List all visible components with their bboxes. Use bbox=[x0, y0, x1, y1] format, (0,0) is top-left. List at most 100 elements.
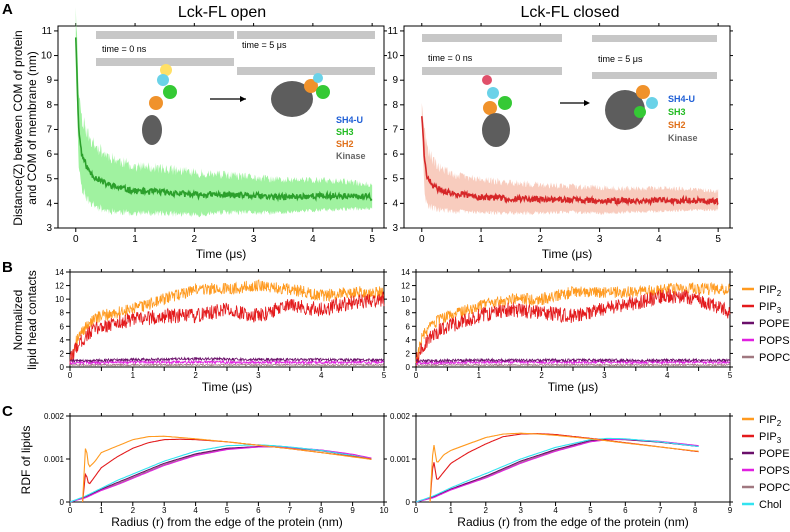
rdf-pope-c-closed bbox=[415, 438, 699, 503]
membrane-lower-closed-5 bbox=[592, 72, 717, 79]
legend-label-pip2: PIP2 bbox=[759, 414, 782, 428]
legend-label-pops: POPS bbox=[759, 335, 790, 347]
sh2-open-t5 bbox=[304, 79, 318, 93]
y-tick-label-b-closed: 2 bbox=[406, 349, 411, 358]
kinase-open-t5 bbox=[271, 81, 313, 117]
x-axis-label-c-open: Radius (r) from the edge of the protein … bbox=[111, 515, 342, 529]
x-tick-label-b-open: 1 bbox=[131, 371, 136, 380]
x-tick-label-a-open: 0 bbox=[73, 234, 79, 245]
legend-label-pip3: PIP3 bbox=[759, 301, 782, 315]
sh4u-open-t5 bbox=[313, 73, 323, 83]
membrane-upper-closed-5 bbox=[592, 35, 717, 42]
x-tick-label-c-open: 4 bbox=[193, 506, 198, 515]
inset-closed-time5: time = 5 μs bbox=[598, 54, 643, 64]
x-tick-label-b-open: 0 bbox=[68, 371, 73, 380]
y-tick-label-a-closed: 10 bbox=[387, 51, 399, 62]
x-tick-label-b-closed: 5 bbox=[728, 371, 733, 380]
protein-open-t0 bbox=[142, 64, 177, 145]
rdf-pops-c-open bbox=[69, 445, 372, 503]
legend-label-pip3: PIP3 bbox=[759, 431, 782, 445]
y-tick-label-b-open: 6 bbox=[60, 322, 65, 331]
x-axis-label-a-closed: Time (μs) bbox=[542, 247, 592, 261]
plot-frame-c-open bbox=[69, 415, 385, 503]
plot-frame-a-closed bbox=[403, 25, 731, 229]
domain-sh4u-closed: SH4-U bbox=[668, 94, 695, 104]
legend-subscript-pip2: 2 bbox=[777, 419, 782, 428]
y-tick-label-b-open: 14 bbox=[55, 268, 64, 277]
x-tick-label-c-closed: 4 bbox=[553, 506, 558, 515]
chart-c-closed: 0 1 2 3 4 5 6 7 8 9 0 0.001 0.002 Radius (r) from the… bbox=[390, 412, 733, 529]
sh4u-closed bbox=[487, 87, 499, 99]
y-tick-label-a-open: 7 bbox=[46, 124, 52, 135]
y-tick-label-c-open: 0.001 bbox=[44, 455, 65, 464]
rdf-chol-c-closed bbox=[415, 437, 699, 503]
plot-frame-a-open bbox=[57, 25, 385, 229]
x-tick-label-a-open: 3 bbox=[251, 234, 257, 245]
x-tick-label-b-open: 5 bbox=[382, 371, 387, 380]
x-tick-label-c-closed: 7 bbox=[658, 506, 663, 515]
protein-closed-t0 bbox=[482, 75, 512, 147]
y-tick-label-c-closed: 0.002 bbox=[390, 412, 411, 421]
trace-pope-b-open bbox=[69, 356, 385, 364]
trace-pip2-b-closed bbox=[415, 281, 731, 364]
panel-a-closed-title: Lck-FL closed bbox=[521, 4, 620, 21]
legend-label-popc: POPC bbox=[759, 352, 790, 364]
x-tick-label-c-open: 2 bbox=[131, 506, 136, 515]
x-tick-label-a-closed: 0 bbox=[419, 234, 425, 245]
y-tick-label-c-closed: 0 bbox=[406, 498, 411, 507]
sh3-open bbox=[163, 85, 177, 99]
rdf-pip2-c-closed bbox=[429, 432, 699, 503]
panel-a-ylabel-line2: and COM of membrane (nm) bbox=[25, 51, 39, 204]
kinase-closed bbox=[482, 113, 510, 147]
protein-closed-t5 bbox=[605, 85, 658, 130]
y-tick-label-a-open: 10 bbox=[41, 51, 53, 62]
legend-label-popc: POPC bbox=[759, 482, 790, 494]
x-tick-label-b-open: 3 bbox=[256, 371, 261, 380]
domain-sh3-closed: SH3 bbox=[668, 107, 686, 117]
sh4u-open bbox=[157, 74, 169, 86]
y-tick-label-a-closed: 9 bbox=[392, 75, 398, 86]
y-tick-label-b-closed: 12 bbox=[401, 282, 410, 291]
inset-open-time0: time = 0 ns bbox=[102, 44, 147, 54]
sh4u-closed-t5 bbox=[646, 97, 658, 109]
y-tick-label-b-closed: 10 bbox=[401, 295, 410, 304]
mean-line-a-open bbox=[74, 37, 373, 203]
x-tick-label-c-open: 5 bbox=[225, 506, 230, 515]
legend-label-chol: Chol bbox=[759, 499, 782, 511]
x-tick-label-c-open: 0 bbox=[68, 506, 73, 515]
legend-label-pope: POPE bbox=[759, 318, 790, 330]
domain-sh2-closed: SH2 bbox=[668, 120, 686, 130]
arrowhead-open bbox=[240, 96, 246, 102]
x-tick-label-c-closed: 6 bbox=[623, 506, 628, 515]
domain-sh4u-open: SH4-U bbox=[336, 115, 363, 125]
x-axis-label-a-open: Time (μs) bbox=[196, 247, 246, 261]
x-axis-label-b-open: Time (μs) bbox=[202, 380, 252, 394]
legend-label-pip2: PIP2 bbox=[759, 284, 782, 298]
domain-kinase-closed: Kinase bbox=[668, 133, 698, 143]
y-tick-label-c-closed: 0.001 bbox=[390, 455, 411, 464]
trace-pope-b-closed bbox=[415, 357, 731, 364]
panel-b-ylabel-line2: lipid head contacts bbox=[25, 270, 39, 369]
membrane-upper-open-0 bbox=[96, 31, 234, 39]
y-tick-label-b-open: 12 bbox=[55, 282, 64, 291]
x-tick-label-c-closed: 9 bbox=[728, 506, 733, 515]
y-tick-label-a-closed: 7 bbox=[392, 124, 398, 135]
y-tick-label-a-closed: 6 bbox=[392, 149, 398, 160]
legend-subscript-pip2: 2 bbox=[777, 289, 782, 298]
inset-closed: time = 0 ns time = 5 μs SH4-U SH3 SH2 Ki… bbox=[422, 34, 717, 147]
y-tick-label-a-open: 3 bbox=[46, 223, 52, 234]
x-tick-label-b-closed: 3 bbox=[602, 371, 607, 380]
y-tick-label-a-open: 11 bbox=[42, 26, 53, 37]
inset-open: time = 0 ns time = 5 μs SH4-U SH3 SH2 Ki… bbox=[96, 31, 375, 161]
y-tick-label-a-open: 4 bbox=[46, 198, 52, 209]
plot-frame-c-closed bbox=[415, 415, 731, 503]
x-tick-label-c-closed: 8 bbox=[693, 506, 698, 515]
x-tick-label-c-closed: 5 bbox=[588, 506, 593, 515]
y-tick-label-a-closed: 3 bbox=[392, 223, 398, 234]
x-tick-label-c-open: 9 bbox=[350, 506, 355, 515]
rdf-pip2-c-open bbox=[82, 435, 372, 503]
sh4u-tail-open bbox=[160, 64, 172, 76]
x-tick-label-b-open: 2 bbox=[193, 371, 198, 380]
panel-letter-a: A bbox=[2, 1, 13, 18]
y-tick-label-b-open: 10 bbox=[55, 295, 64, 304]
